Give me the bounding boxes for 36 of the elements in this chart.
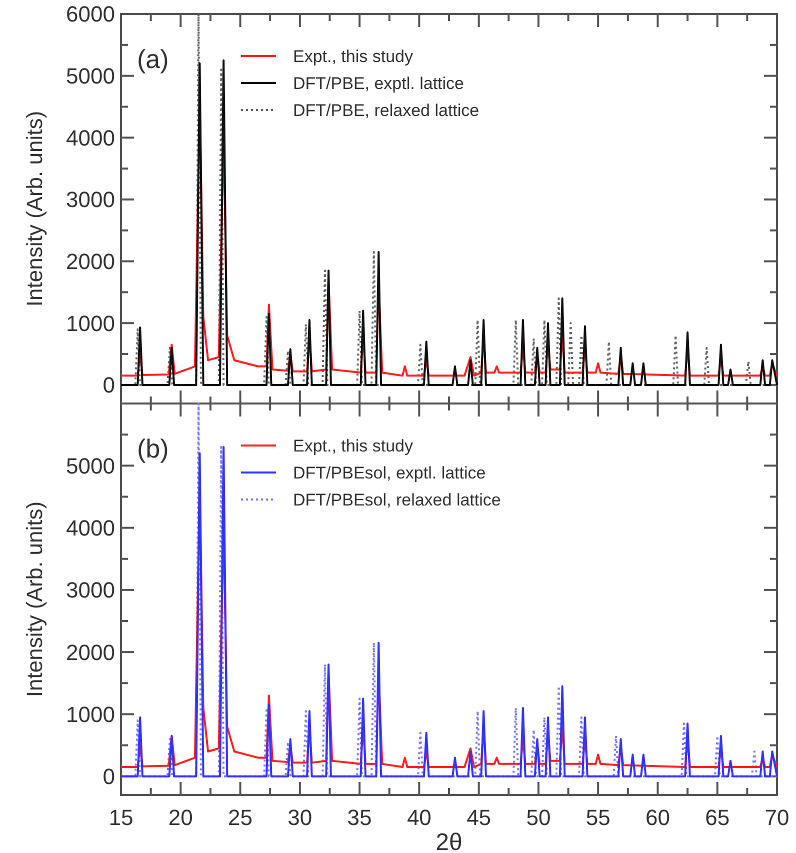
y-tick-label: 4000 <box>66 515 115 540</box>
y-tick-label: 2000 <box>66 640 115 665</box>
legend-label: Expt., this study <box>293 46 414 66</box>
y-tick-label: 2000 <box>66 249 115 274</box>
y-tick-label: 3000 <box>66 187 115 212</box>
x-tick-label: 40 <box>406 805 432 830</box>
annotation: (b) <box>137 434 169 464</box>
legend-label: DFT/PBEsol, relaxed lattice <box>293 490 501 510</box>
y-tick-label: 5000 <box>66 453 115 478</box>
legend-label: DFT/PBE, relaxed lattice <box>293 100 480 120</box>
legend-label: DFT/PBE, exptl. lattice <box>293 74 464 93</box>
y-axis-title: Intensity (Arb. units) <box>22 110 47 307</box>
y-tick-label: 0 <box>102 372 115 398</box>
y-tick-label: 1000 <box>66 702 115 727</box>
y-tick-label: 3000 <box>66 578 115 603</box>
x-tick-label: 45 <box>466 805 492 830</box>
x-tick-label: 25 <box>228 805 253 830</box>
y-tick-label: 5000 <box>66 64 115 89</box>
y-tick-label: 0 <box>102 764 115 790</box>
x-tick-label: 65 <box>705 805 730 830</box>
x-tick-label: 70 <box>764 805 790 830</box>
y-tick-label: 1000 <box>66 310 115 336</box>
x-tick-label: 30 <box>288 805 312 830</box>
x-tick-label: 35 <box>347 805 372 830</box>
legend-label: Expt., this study <box>293 436 414 456</box>
x-tick-label: 55 <box>586 805 610 830</box>
x-tick-label: 20 <box>168 805 193 830</box>
annotation: (a) <box>137 44 169 74</box>
x-tick-label: 60 <box>645 805 670 830</box>
y-tick-label: 4000 <box>66 125 115 150</box>
legend-label: DFT/PBEsol, exptl. lattice <box>293 463 486 482</box>
x-axis-title: 2θ <box>436 829 462 853</box>
x-tick-label: 15 <box>108 805 134 830</box>
x-tick-label: 50 <box>526 805 551 830</box>
y-axis-title: Intensity (Arb. units) <box>22 501 47 698</box>
y-tick-label: 6000 <box>66 2 115 27</box>
